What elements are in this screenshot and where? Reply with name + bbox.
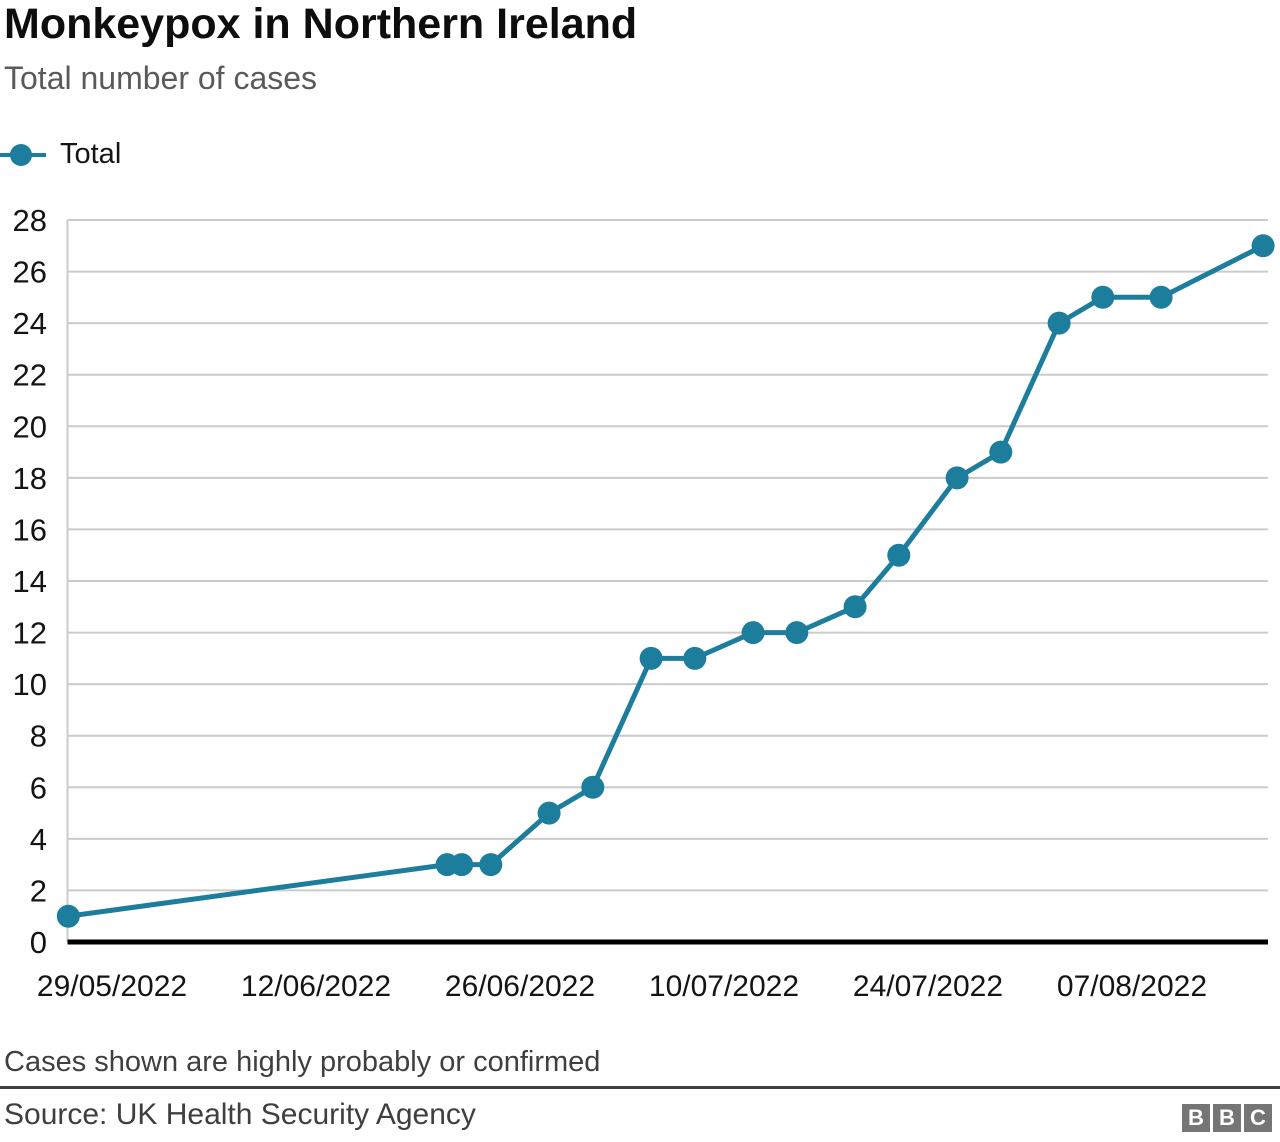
x-axis-tick-label: 24/07/2022: [853, 970, 1003, 1003]
data-point-marker: [56, 904, 80, 928]
data-point-marker: [741, 621, 765, 645]
y-axis-tick-label: 28: [13, 203, 47, 238]
y-axis-tick-label: 8: [30, 719, 47, 754]
data-point-marker: [450, 853, 474, 877]
data-point-marker: [1047, 311, 1071, 335]
y-axis-tick-label: 18: [13, 461, 47, 496]
chart-footnote: Cases shown are highly probably or confi…: [4, 1046, 601, 1078]
data-point-marker: [537, 801, 561, 825]
x-axis-tick-label: 12/06/2022: [241, 970, 391, 1003]
data-point-marker: [683, 646, 707, 670]
x-axis-tick-label: 10/07/2022: [649, 970, 799, 1003]
page-subtitle: Total number of cases: [4, 60, 318, 96]
x-axis-tick-label: 26/06/2022: [445, 970, 595, 1003]
y-axis-tick-label: 2: [30, 873, 47, 908]
data-point-marker: [887, 543, 911, 567]
bbc-logo-letter: C: [1244, 1104, 1272, 1132]
data-point-marker: [581, 775, 605, 799]
y-axis-tick-label: 14: [13, 564, 47, 599]
x-axis-tick-label: 07/08/2022: [1057, 970, 1207, 1003]
legend-series-marker-icon: [0, 143, 46, 166]
data-point-marker: [989, 440, 1013, 464]
y-axis-tick-label: 16: [13, 512, 47, 547]
y-axis-tick-label: 12: [13, 616, 47, 651]
y-axis-tick-label: 22: [13, 358, 47, 393]
footer-divider: [0, 1086, 1280, 1089]
legend-label: Total: [60, 138, 122, 170]
legend: Total: [0, 138, 121, 171]
data-point-marker: [843, 595, 867, 619]
y-axis-tick-label: 24: [13, 306, 47, 341]
bbc-logo-letter: B: [1182, 1104, 1210, 1132]
y-axis-tick-label: 26: [13, 255, 47, 290]
bbc-logo: B B C: [1182, 1104, 1272, 1132]
data-point-marker: [639, 646, 663, 670]
bbc-logo-letter: B: [1213, 1104, 1241, 1132]
x-axis-tick-label: 29/05/2022: [37, 970, 187, 1003]
data-point-marker: [785, 621, 809, 645]
y-axis-tick-label: 0: [30, 925, 47, 960]
data-point-marker: [1149, 285, 1173, 309]
source-text: Source: UK Health Security Agency: [4, 1098, 476, 1131]
data-point-marker: [1251, 234, 1275, 258]
data-point-marker: [479, 853, 503, 877]
data-point-marker: [1091, 285, 1115, 309]
line-chart: 0 2 4 6 8 10 12 14 16 18 20 22 24 26 28 29/05/2022 12/06…: [0, 190, 1280, 1005]
y-axis-tick-label: 4: [30, 822, 47, 857]
data-point-marker: [945, 466, 969, 490]
y-axis-tick-label: 6: [30, 770, 47, 805]
y-axis-tick-label: 20: [13, 409, 47, 444]
y-axis-tick-label: 10: [13, 667, 47, 702]
page-title: Monkeypox in Northern Ireland: [4, 0, 638, 48]
